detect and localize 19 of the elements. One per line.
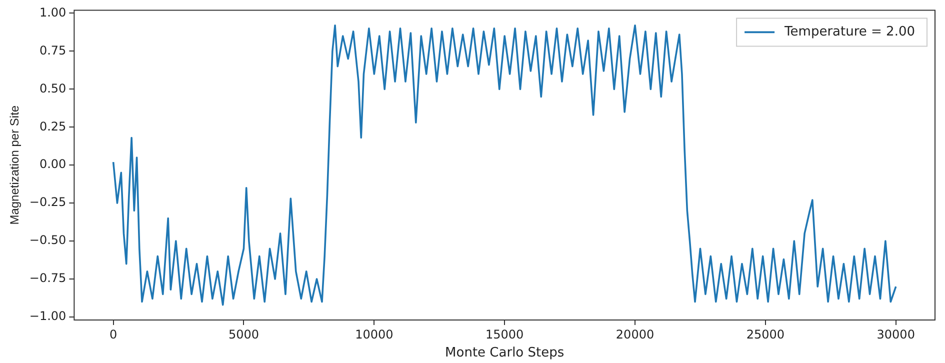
x-tick-label: 25000 [746, 327, 785, 342]
y-tick-label: −0.50 [29, 233, 66, 248]
y-axis-title: Magnetization per Site [8, 105, 22, 225]
x-tick-label: 5000 [228, 327, 260, 342]
legend-label: Temperature = 2.00 [784, 24, 915, 40]
x-axis-title: Monte Carlo Steps [445, 346, 564, 361]
x-tick-label: 15000 [485, 327, 524, 342]
y-tick-label: −1.00 [29, 309, 66, 324]
y-tick-label: 0.00 [39, 157, 66, 172]
x-tick-label: 20000 [616, 327, 654, 342]
x-tick-label: 10000 [355, 327, 394, 342]
x-tick-label: 30000 [876, 327, 915, 342]
y-tick-label: 0.50 [39, 81, 66, 96]
y-tick-label: −0.25 [29, 195, 66, 210]
x-tick-label: 0 [109, 327, 118, 342]
y-tick-label: 1.00 [39, 5, 66, 20]
y-tick-label: −0.75 [29, 271, 66, 286]
y-tick-label: 0.25 [39, 119, 66, 134]
y-tick-label: 0.75 [39, 43, 66, 58]
